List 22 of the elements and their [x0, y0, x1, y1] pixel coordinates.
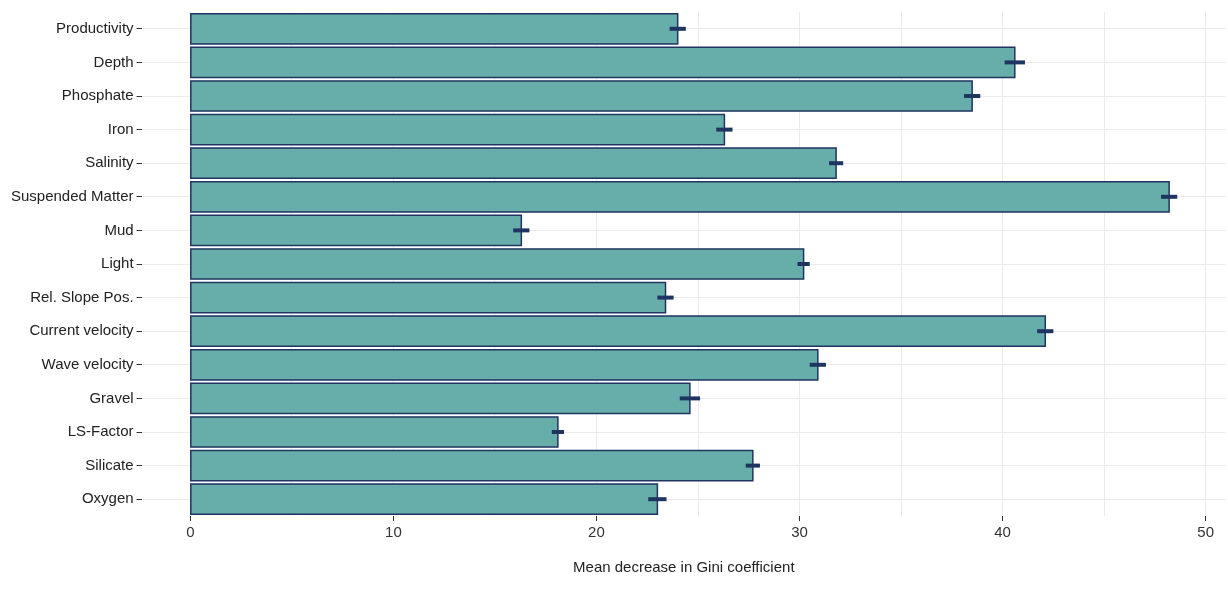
y-tick-label: Light	[101, 254, 135, 272]
y-tick-label: Oxygen	[81, 489, 134, 507]
x-tick-label: 50	[1197, 523, 1215, 541]
x-tick-label: 10	[385, 523, 402, 541]
x-axis-title: Mean decrease in Gini coefficient	[573, 558, 796, 576]
y-tick-label: Silicate	[85, 455, 134, 473]
y-tick-label: Phosphate	[61, 86, 134, 104]
y-tick-label: LS-Factor	[67, 422, 134, 440]
y-tick-label: Gravel	[89, 388, 134, 406]
y-tick-label: Iron	[107, 119, 134, 137]
y-tick-label: Rel. Slope Pos.	[30, 287, 134, 305]
x-tick-label: 0	[186, 523, 195, 541]
y-tick-label: Productivity	[56, 18, 135, 36]
x-tick-label: 40	[994, 523, 1011, 541]
x-tick-label: 30	[791, 523, 808, 541]
y-tick-label: Wave velocity	[41, 354, 135, 372]
y-tick-label: Depth	[93, 52, 134, 70]
y-tick-label: Salinity	[85, 153, 135, 171]
y-tick-label: Mud	[104, 220, 134, 238]
x-tick-label: 20	[588, 523, 605, 541]
y-tick-label: Suspended Matter	[11, 186, 134, 204]
y-tick-label: Current velocity	[29, 321, 135, 339]
